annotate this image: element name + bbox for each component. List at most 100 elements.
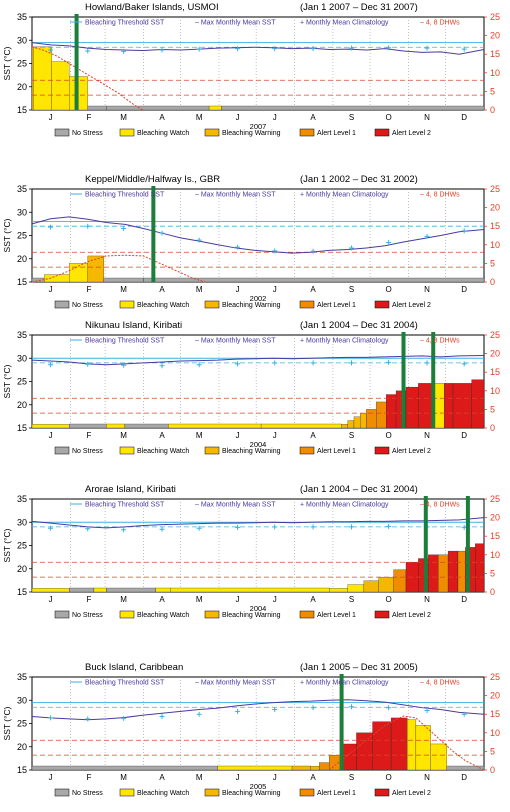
climatology-point [121, 226, 127, 232]
legend-swatch-watch [119, 610, 135, 619]
climatology-point [386, 705, 392, 711]
legend-top: Bleaching Threshold SST – Max Monthly Mea… [70, 680, 460, 687]
climatology-point [235, 244, 241, 250]
stress-bar-alert2 [405, 386, 419, 429]
y2-tick-label: 25 [490, 494, 500, 504]
legend-label: Bleaching Warning [222, 302, 281, 309]
x-axis-label: 2005 [250, 782, 267, 791]
y-tick-label: 20 [17, 82, 27, 92]
y-tick-label: 20 [17, 400, 27, 410]
legend-label: Alert Level 1 [317, 790, 356, 797]
y2-tick-label: 20 [490, 203, 500, 213]
legend-top: Bleaching Threshold SST – Max Monthly Mea… [70, 20, 460, 27]
legend-swatch-warning [204, 788, 220, 797]
climatology-point [348, 45, 354, 51]
climatology-point [121, 48, 127, 54]
y2-tick-label: 25 [490, 184, 500, 194]
legend-label: Bleaching Warning [222, 130, 281, 137]
x-axis-label: 2004 [250, 604, 267, 613]
chart-date-range: (Jan 1 2005 – Dec 31 2005) [300, 662, 418, 673]
month-label: A [310, 431, 316, 440]
month-label: M [196, 113, 203, 122]
chart-title: Howland/Baker Islands, USMOI [85, 2, 219, 13]
month-label: D [461, 431, 467, 440]
month-label: O [386, 431, 392, 440]
climatology-point [48, 362, 54, 368]
legend-label: Bleaching Watch [137, 448, 189, 455]
month-label: A [310, 595, 316, 604]
plot-area [31, 16, 485, 111]
legend-label: Alert Level 1 [317, 130, 356, 137]
chart-panel: Arorae Island, Kiribati (Jan 1 2004 – Dec… [2, 484, 500, 619]
climatology-point [424, 233, 430, 239]
month-label: F [87, 113, 92, 122]
stress-bar-alert2 [447, 550, 459, 593]
month-label: F [87, 773, 92, 782]
stress-bar-alert2 [452, 383, 472, 429]
stress-bar-warning [87, 255, 104, 283]
stress-bar-alert2 [475, 543, 485, 593]
climatology-point [386, 523, 392, 529]
month-label: M [120, 285, 127, 294]
legend-label: Bleaching Watch [137, 612, 189, 619]
climatology-point [196, 237, 202, 243]
legend-label: – Max Monthly Mean SST [195, 502, 276, 509]
month-label: S [349, 595, 354, 604]
month-label: M [120, 431, 127, 440]
climatology-point [348, 360, 354, 366]
month-label: S [349, 773, 354, 782]
month-label: J [236, 431, 240, 440]
legend-swatch-warning [204, 128, 220, 137]
climatology-point [48, 47, 54, 53]
stress-bar-watch [170, 587, 330, 593]
y2-tick-label: 10 [490, 240, 500, 250]
month-label: J [49, 431, 53, 440]
stress-bar-watch [31, 588, 70, 593]
month-label: J [49, 773, 53, 782]
y2-tick-label: 10 [490, 550, 500, 560]
y2-tick-label: 25 [490, 672, 500, 682]
legend-label: – 4, 8 DHWs [420, 20, 460, 27]
y-tick-label: 25 [17, 231, 27, 241]
y-tick-label: 30 [17, 517, 27, 527]
stress-bar-warning [310, 766, 320, 771]
legend-label: Bleaching Threshold SST [85, 338, 165, 345]
legend-bottom: No Stress Bleaching Watch Bleaching Warnin… [54, 788, 431, 797]
climatology-point [235, 361, 241, 367]
month-label: J [49, 595, 53, 604]
y-axis-label: SST (°C) [2, 218, 12, 252]
legend-bottom: No Stress Bleaching Watch Bleaching Warnin… [54, 610, 431, 619]
stress-bar-watch [168, 423, 262, 429]
stress-bar-no_stress [31, 765, 218, 771]
stress-bar-alert1 [319, 762, 330, 771]
x-axis-label: 2004 [250, 440, 267, 449]
legend-label: No Stress [72, 790, 103, 797]
chart-panel: Howland/Baker Islands, USMOI (Jan 1 2007 … [2, 2, 500, 137]
climatology-point [159, 363, 165, 369]
climatology-point [461, 46, 467, 52]
climatology-point [272, 46, 278, 52]
legend-label: + Monthly Mean Climatology [300, 680, 389, 687]
legend-label: Alert Level 2 [392, 302, 431, 309]
climatology-point [461, 711, 467, 717]
stress-bar-watch [260, 423, 342, 429]
legend-label: Bleaching Watch [137, 790, 189, 797]
y2-tick-label: 0 [490, 587, 495, 597]
stress-bar-watch [51, 61, 70, 111]
stress-bar-warning [363, 580, 379, 593]
y-tick-label: 25 [17, 59, 27, 69]
month-label: D [461, 773, 467, 782]
y-tick-label: 30 [17, 35, 27, 45]
legend-label: Bleaching Warning [222, 612, 281, 619]
legend-label: Alert Level 2 [392, 790, 431, 797]
climatology-point [159, 47, 165, 53]
climatology-point [159, 714, 165, 720]
stress-bar-watch [407, 719, 417, 771]
y-tick-label: 30 [17, 695, 27, 705]
stress-bar-alert2 [428, 554, 439, 593]
month-label: J [273, 113, 277, 122]
legend-label: Bleaching Threshold SST [85, 192, 165, 199]
month-label: M [120, 773, 127, 782]
y-tick-label: 20 [17, 564, 27, 574]
